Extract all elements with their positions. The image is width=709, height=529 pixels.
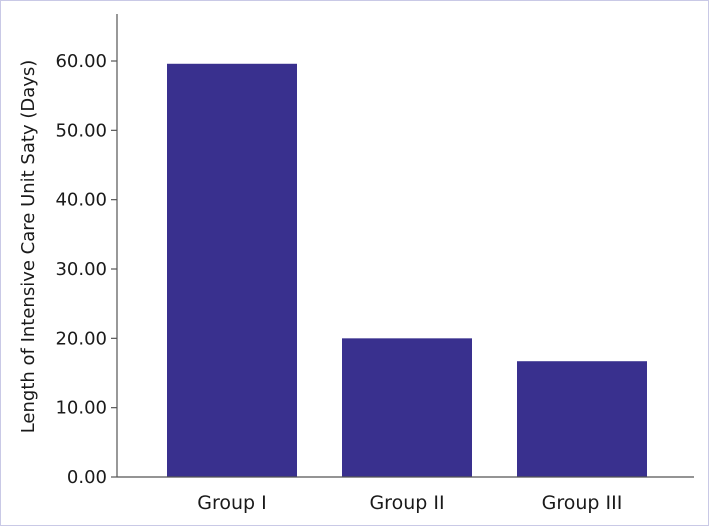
y-tick-label: 10.00 — [55, 398, 107, 419]
x-category-label: Group III — [542, 492, 623, 514]
y-tick-label: 0.00 — [67, 467, 107, 488]
y-tick-label: 40.00 — [55, 190, 107, 211]
y-ticks-group: 0.00 10.00 20.00 30.00 40.00 50.00 60.00 — [55, 51, 117, 488]
y-axis-title: Length of Intensive Care Unit Saty (Days… — [18, 60, 39, 434]
bar-group-ii — [342, 338, 472, 477]
y-tick-label: 60.00 — [55, 51, 107, 72]
x-category-label: Group I — [197, 492, 267, 514]
y-tick-label: 50.00 — [55, 120, 107, 141]
bar-group-iii — [517, 361, 647, 477]
bars-group — [167, 63, 647, 477]
bar-group-i — [167, 63, 297, 477]
axes-group — [116, 14, 694, 478]
x-labels-group: Group I Group II Group III — [197, 492, 622, 514]
y-tick-label: 30.00 — [55, 259, 107, 280]
y-tick-label: 20.00 — [55, 328, 107, 349]
x-category-label: Group II — [369, 492, 444, 514]
